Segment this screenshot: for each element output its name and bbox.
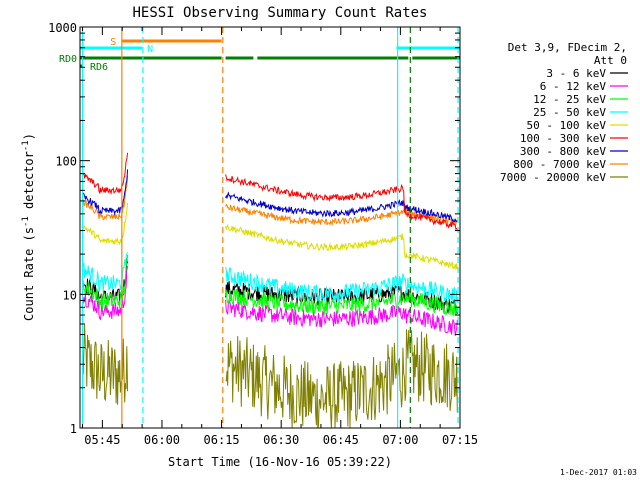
x-tick-label: 05:45 (84, 433, 120, 447)
legend-label: 800 - 7000 keV (513, 158, 606, 171)
series-line (82, 169, 458, 224)
flag-label: N (147, 44, 153, 55)
footer-date: 1-Dec-2017 01:03 (560, 468, 637, 477)
x-tick-label: 07:15 (442, 433, 478, 447)
series-line (82, 202, 458, 270)
x-tick-label: 06:00 (144, 433, 180, 447)
legend-label: 12 - 25 keV (533, 93, 606, 106)
series-line (82, 266, 458, 336)
legend-header-line1: Det 3,9, FDecim 2, (508, 41, 627, 54)
x-axis-label: Start Time (16-Nov-16 05:39:22) (168, 455, 392, 469)
legend-label: 300 - 800 keV (520, 145, 606, 158)
event-lines (81, 27, 459, 428)
series-line (82, 252, 458, 305)
flag-label: S (110, 37, 116, 48)
y-axis-ticks: 1 10 100 1000 (48, 21, 460, 436)
x-axis-ticks: 05:45 06:00 06:15 06:30 06:45 07:00 07:15 (82, 27, 478, 447)
y-tick-label: 10 (63, 288, 77, 302)
series-line (82, 152, 458, 230)
flag-label: RD0 (59, 54, 77, 65)
y-tick-label: 100 (55, 155, 77, 169)
chart-title: HESSI Observing Summary Count Rates (132, 5, 427, 21)
y-tick-label: 1 (70, 422, 77, 436)
legend-label: 50 - 100 keV (527, 119, 607, 132)
legend-label: 7000 - 20000 keV (500, 171, 606, 184)
legend-label: 25 - 50 keV (533, 106, 606, 119)
legend-label: 3 - 6 keV (546, 67, 606, 80)
plot-area (82, 152, 458, 429)
flag-label: RD6 (90, 62, 108, 73)
series-line (82, 324, 458, 429)
series-line (82, 254, 458, 317)
legend-label: 100 - 300 keV (520, 132, 606, 145)
plot-frame (79, 26, 461, 429)
x-tick-label: 06:30 (263, 433, 299, 447)
flag-bars: S N RD0 RD6 (59, 37, 460, 73)
legend-label: 6 - 12 keV (540, 80, 607, 93)
x-tick-label: 06:45 (323, 433, 359, 447)
y-axis-label: Count Rate (s-1 detector-1) (21, 133, 36, 321)
y-tick-label: 1000 (48, 21, 77, 35)
series-line (82, 175, 458, 228)
legend-header-line2: Att 0 (594, 54, 627, 67)
x-tick-label: 06:15 (204, 433, 240, 447)
x-tick-label: 07:00 (382, 433, 418, 447)
